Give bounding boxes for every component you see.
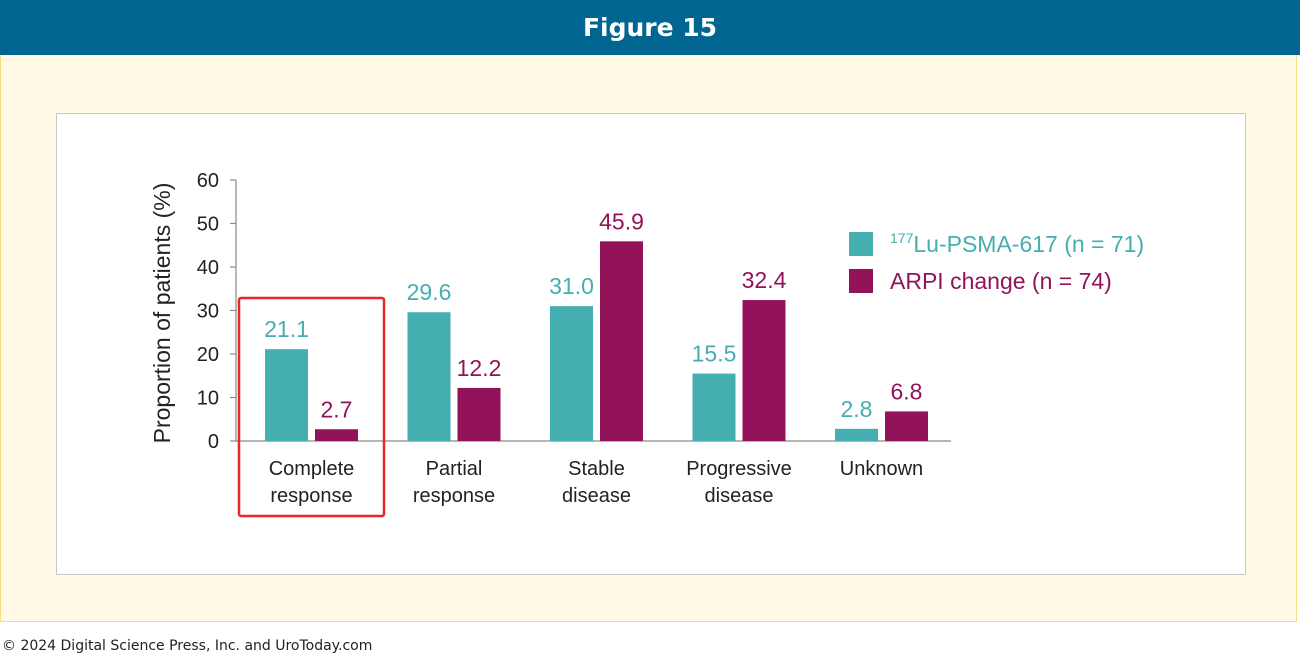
bar-arpi-1 — [457, 387, 501, 441]
bar-lu-psma-2 — [550, 306, 593, 441]
legend-label: ARPI change (n = 74) — [890, 268, 1112, 294]
y-tick-label: 60 — [197, 170, 219, 192]
bar-arpi-0 — [315, 429, 358, 441]
y-tick-label: 20 — [197, 344, 219, 366]
legend-label: 177Lu-PSMA-617 (n = 71) — [890, 230, 1144, 257]
chart-legend: 177Lu-PSMA-617 (n = 71) ARPI change (n = … — [849, 230, 1144, 294]
data-label: 12.2 — [457, 355, 502, 381]
bar-arpi-4 — [885, 411, 928, 441]
data-label: 15.5 — [692, 341, 737, 367]
figure-title: Figure 15 — [582, 13, 718, 42]
bar-arpi-2 — [600, 241, 643, 441]
y-tick-label: 40 — [197, 257, 219, 279]
x-tick-label: Progressive disease — [686, 458, 792, 507]
bar-lu-psma-3 — [692, 373, 736, 441]
legend-swatch — [849, 269, 873, 293]
x-tick-label: Unknown — [840, 458, 923, 480]
chart-axes: 0 10 20 30 40 50 60 Complete response Partial resp… — [197, 170, 951, 507]
chart-bars: 21.1 29.6 31.0 15.5 2.8 2.7 12.2 45.9 32.4 6.8 — [237, 208, 928, 518]
y-tick-label: 10 — [197, 388, 219, 410]
data-label: 21.1 — [264, 316, 309, 342]
data-label: 2.7 — [321, 396, 353, 422]
copyright-notice: © 2024 Digital Science Press, Inc. and U… — [2, 638, 373, 654]
x-tick-label: Partial response — [413, 458, 495, 507]
data-label: 31.0 — [549, 273, 594, 299]
data-label: 32.4 — [742, 267, 787, 293]
data-label: 2.8 — [841, 396, 873, 422]
figure-title-bar: Figure 15 — [0, 0, 1300, 55]
y-tick-label: 0 — [208, 431, 219, 453]
highlight-box — [237, 296, 386, 518]
y-tick-label: 30 — [197, 301, 219, 323]
bar-lu-psma-1 — [407, 312, 451, 441]
y-tick-label: 50 — [197, 214, 219, 236]
data-label: 6.8 — [891, 378, 923, 404]
y-axis-label: Proportion of patients (%) — [149, 183, 175, 444]
chart-panel — [56, 113, 1246, 575]
x-tick-label: Stable disease — [562, 458, 631, 507]
bar-lu-psma-4 — [835, 428, 878, 441]
x-tick-label: Complete response — [269, 458, 355, 507]
bar-arpi-3 — [742, 300, 786, 441]
legend-swatch — [849, 232, 873, 256]
data-label: 29.6 — [407, 279, 452, 305]
bar-lu-psma-0 — [265, 349, 308, 441]
data-label: 45.9 — [599, 208, 644, 234]
